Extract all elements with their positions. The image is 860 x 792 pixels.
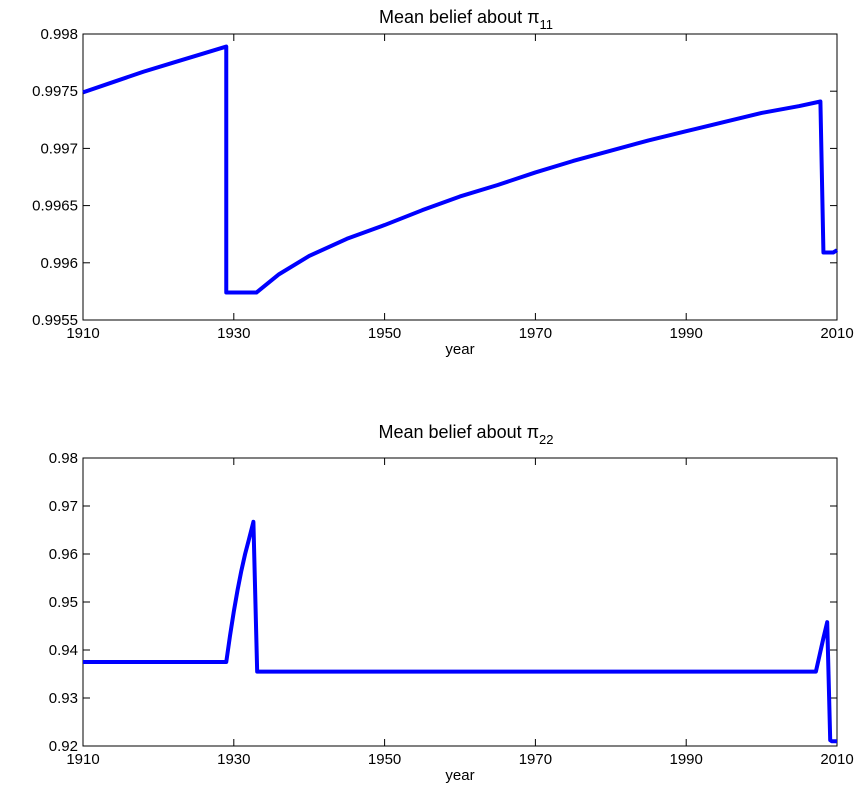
chart-pi11-y-tick-label: 0.9955 (32, 312, 78, 329)
chart-pi22-title: Mean belief about π22 (379, 422, 554, 447)
chart-pi11-series-line (82, 44, 839, 295)
chart-pi22-ticks: 1910 1930 1950 1970 1990 2010 0.92 0.93 0.94 0.95… (49, 450, 854, 768)
chart-pi11-y-tick-label: 0.998 (40, 26, 78, 43)
chart-pi11-x-tick-label: 1970 (519, 325, 552, 342)
chart-pi22-y-tick-label: 0.97 (49, 498, 78, 515)
chart-pi11-title-main: Mean belief about π (379, 7, 540, 27)
chart-pi11-y-tick-label: 0.9975 (32, 83, 78, 100)
chart-pi11-y-tick-label: 0.996 (40, 255, 78, 272)
chart-pi22-y-tick-label: 0.98 (49, 450, 78, 467)
chart-pi22-y-tick-label: 0.93 (49, 690, 78, 707)
chart-pi22-y-tick-label: 0.95 (49, 594, 78, 611)
chart-pi22-x-tick-label: 2010 (820, 751, 853, 768)
chart-pi11-y-tick-label: 0.9965 (32, 198, 78, 215)
chart-pi11-title-subscript: 11 (540, 17, 554, 32)
chart-pi11-y-tick-label: 0.997 (40, 140, 78, 157)
chart-pi22-x-axis-label: year (445, 767, 474, 784)
chart-pi11-x-axis-label: year (445, 341, 474, 358)
chart-pi11-x-tick-label: 1990 (670, 325, 703, 342)
chart-pi11: Mean belief about π11 1910 1930 1950 1970 19… (32, 7, 854, 358)
chart-pi22-series-line (83, 519, 837, 744)
chart-pi11-x-tick-label: 1930 (217, 325, 250, 342)
chart-pi22: Mean belief about π22 1910 1930 1950 1970 19… (49, 422, 854, 784)
chart-pi11-x-tick-label: 1950 (368, 325, 401, 342)
chart-pi22-x-tick-label: 1910 (66, 751, 99, 768)
chart-pi11-x-tick-label: 2010 (820, 325, 853, 342)
chart-pi22-x-tick-label: 1950 (368, 751, 401, 768)
chart-pi22-y-tick-label: 0.92 (49, 738, 78, 755)
chart-pi11-ticks: 1910 1930 1950 1970 1990 2010 0.9955 0.996 0.996… (32, 26, 854, 342)
chart-pi11-x-tick-label: 1910 (66, 325, 99, 342)
chart-pi22-title-main: Mean belief about π (379, 422, 540, 442)
chart-pi22-x-tick-label: 1970 (519, 751, 552, 768)
chart-pi11-title: Mean belief about π11 (379, 7, 553, 32)
chart-pi11-plot-area (82, 33, 838, 321)
chart-pi22-y-tick-label: 0.96 (49, 546, 78, 563)
chart-pi22-title-subscript: 22 (539, 432, 553, 447)
chart-pi22-x-tick-label: 1930 (217, 751, 250, 768)
chart-pi22-x-tick-label: 1990 (670, 751, 703, 768)
chart-pi22-y-tick-label: 0.94 (49, 642, 78, 659)
chart-pi22-plot-area (82, 457, 838, 747)
